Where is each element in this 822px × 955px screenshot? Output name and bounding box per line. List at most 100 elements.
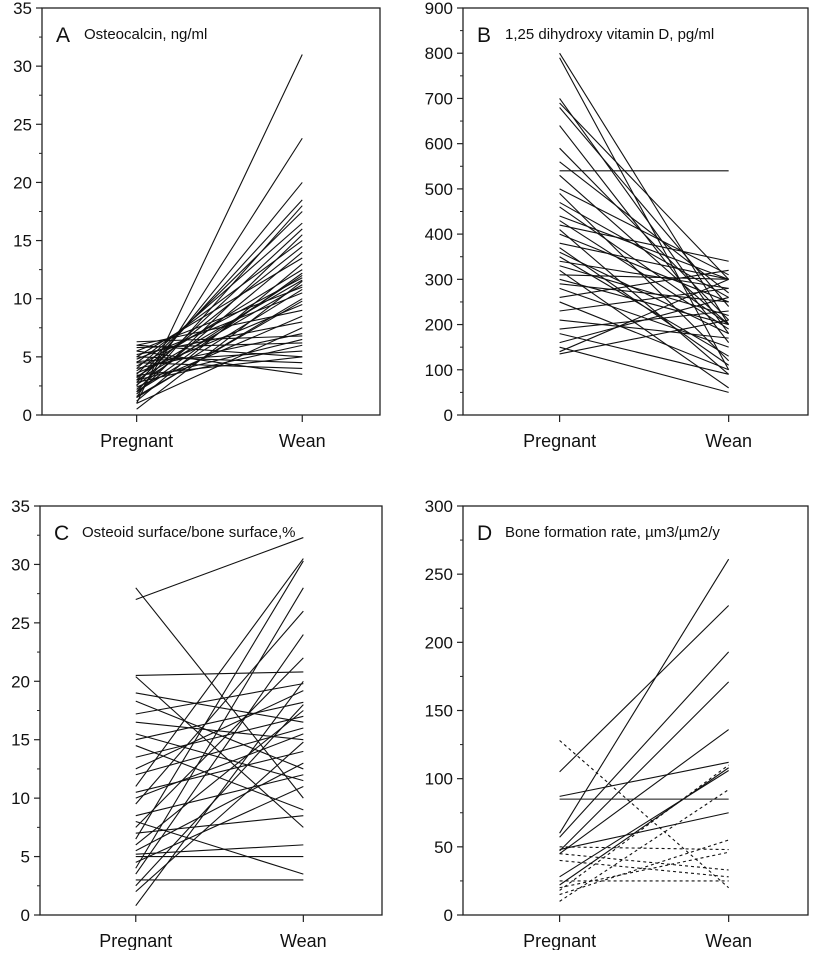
data-line (135, 715, 304, 758)
y-tick-label: 300 (425, 497, 453, 516)
data-line (136, 279, 303, 378)
data-line (136, 362, 303, 370)
x-category-label: Wean (279, 431, 326, 451)
data-line (559, 247, 729, 366)
y-tick-label: 0 (444, 906, 453, 925)
data-line (135, 690, 304, 770)
y-tick-label: 200 (425, 633, 453, 652)
data-line (559, 52, 730, 325)
x-category-label: Pregnant (100, 431, 173, 451)
panel-letter: B (477, 24, 491, 47)
data-line (135, 671, 304, 676)
panel-letter: C (54, 522, 69, 545)
y-tick-label: 25 (11, 614, 30, 633)
data-line (559, 851, 729, 889)
data-line (559, 333, 729, 375)
data-line (559, 269, 729, 298)
data-line (136, 344, 303, 383)
y-tick-label: 100 (425, 361, 453, 380)
data-line (136, 222, 303, 369)
y-tick-label: 0 (21, 906, 30, 925)
data-line (559, 287, 729, 348)
data-line (136, 199, 303, 381)
chart-panel-c: 0 5 10 15 20 25 30 35 Pregnant Wean C Osteoid surfa… (11, 497, 383, 951)
data-line (559, 102, 730, 280)
data-line (559, 301, 729, 371)
panel-letter: A (56, 24, 70, 47)
y-tick-label: 20 (13, 173, 32, 192)
y-tick-label: 100 (425, 770, 453, 789)
y-tick-label: 700 (425, 89, 453, 108)
data-line (135, 727, 304, 776)
data-line (559, 761, 729, 797)
y-tick-label: 900 (425, 0, 453, 18)
data-line (136, 274, 303, 386)
data-line (136, 344, 303, 358)
data-line (136, 315, 303, 388)
data-line (135, 820, 304, 875)
y-tick-label: 500 (425, 180, 453, 199)
data-line (136, 350, 303, 363)
chart-panel-a: 0 5 10 15 20 25 30 35 Pregnant Wean A Osteocalcin, … (13, 0, 381, 451)
data-line (559, 740, 730, 889)
data-line (559, 558, 730, 834)
data-line (559, 605, 730, 773)
y-tick-label: 400 (425, 225, 453, 244)
y-tick-label: 250 (425, 565, 453, 584)
y-tick-label: 15 (13, 232, 32, 251)
y-tick-label: 0 (444, 406, 453, 425)
data-line (559, 233, 729, 303)
x-category-label: Wean (280, 931, 327, 950)
data-line (135, 762, 304, 852)
data-line (559, 265, 729, 317)
x-category-label: Pregnant (99, 931, 172, 950)
data-line (135, 750, 304, 793)
data-line (135, 733, 304, 782)
data-line (559, 770, 729, 878)
y-tick-label: 200 (425, 316, 453, 335)
data-line (136, 228, 303, 383)
data-line (136, 300, 303, 397)
y-tick-label: 10 (11, 789, 30, 808)
y-tick-label: 25 (13, 115, 32, 134)
data-line (135, 587, 304, 869)
data-line (136, 356, 303, 364)
data-line (135, 676, 304, 828)
data-line (136, 350, 303, 375)
y-tick-label: 5 (21, 848, 30, 867)
data-line (135, 721, 304, 741)
panel-letter: D (477, 522, 492, 545)
data-line (559, 812, 729, 851)
data-line (559, 206, 729, 326)
data-line (559, 681, 730, 852)
data-line (559, 853, 729, 871)
panel-title: Osteocalcin, ng/ml (84, 26, 207, 43)
y-tick-label: 35 (13, 0, 32, 18)
data-line (559, 188, 729, 276)
y-tick-label: 35 (11, 497, 30, 516)
data-line (136, 245, 303, 379)
data-line (559, 729, 729, 855)
data-line (559, 278, 729, 353)
data-line (136, 54, 303, 404)
data-line (136, 321, 303, 356)
data-line (135, 657, 304, 828)
y-tick-label: 150 (425, 702, 453, 721)
y-tick-label: 300 (425, 270, 453, 289)
data-line (559, 789, 729, 902)
y-tick-label: 800 (425, 44, 453, 63)
data-line (135, 692, 304, 723)
panel-title: Osteoid surface/bone surface,% (82, 524, 295, 541)
y-tick-label: 30 (13, 57, 32, 76)
data-line (135, 785, 304, 863)
y-tick-label: 15 (11, 731, 30, 750)
data-line (136, 335, 303, 343)
y-tick-label: 30 (11, 555, 30, 574)
data-line (559, 283, 729, 303)
data-line (136, 286, 303, 352)
data-line (135, 560, 304, 840)
data-line (135, 634, 304, 875)
data-line (559, 287, 729, 312)
y-tick-label: 600 (425, 135, 453, 154)
